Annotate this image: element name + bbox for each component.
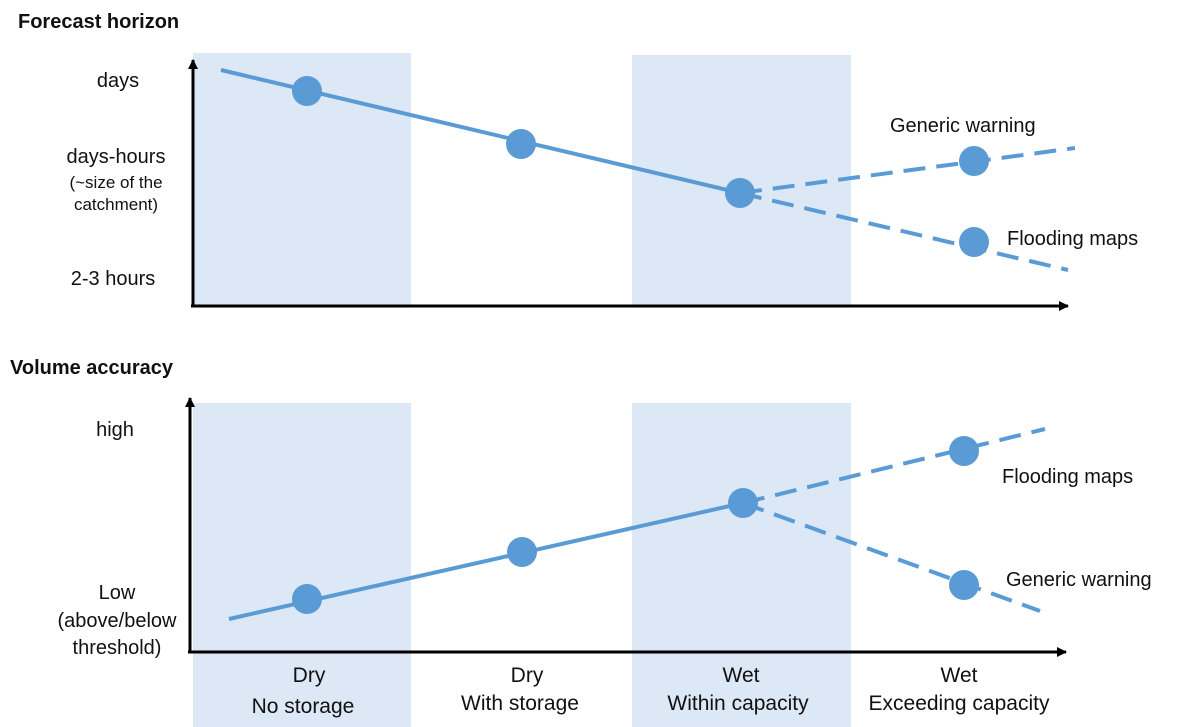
y-level-low-note: threshold)	[73, 637, 162, 659]
point-dry-with-storage	[507, 537, 537, 567]
branch-line-generic-warning	[742, 501, 1041, 613]
panel-title: Volume accuracy	[10, 357, 174, 379]
y-level-days-hours-note: catchment)	[74, 195, 158, 214]
category-sublabel: Within capacity	[667, 692, 809, 715]
point-generic-warning	[959, 146, 989, 176]
category-sublabel: Exceeding capacity	[869, 692, 1050, 715]
branch-line-flooding-maps	[742, 427, 1046, 505]
branch-line-flooding-maps	[739, 191, 1069, 272]
band-dry-no-storage	[193, 403, 411, 727]
point-flooding-maps	[949, 436, 979, 466]
y-level-days: days	[97, 70, 139, 92]
y-level-days-hours-note: (~size of the	[69, 173, 162, 192]
branch-label-generic-warning: Generic warning	[890, 115, 1036, 137]
y-level-2-3-hours: 2-3 hours	[71, 268, 156, 290]
band-wet-within-capacity	[632, 403, 851, 727]
y-level-low: Low	[99, 582, 136, 604]
category-label: Wet	[723, 664, 760, 687]
point-flooding-maps	[959, 227, 989, 257]
point-wet-within-capacity	[728, 488, 758, 518]
point-dry-with-storage	[506, 129, 536, 159]
category-sublabel: With storage	[461, 692, 579, 715]
point-wet-within-capacity	[725, 178, 755, 208]
y-level-low-note: (above/below	[58, 610, 178, 632]
point-dry-no-storage	[292, 584, 322, 614]
panel-forecast-horizon: Forecast horizon days days-hours (~size …	[18, 11, 1138, 311]
panel-title: Forecast horizon	[18, 11, 179, 33]
branch-label-flooding-maps: Flooding maps	[1002, 466, 1133, 488]
category-label: Dry	[511, 664, 544, 687]
category-label: Wet	[941, 664, 978, 687]
category-sublabel: No storage	[252, 695, 355, 718]
y-level-days-hours: days-hours	[67, 146, 166, 168]
panel-volume-accuracy: Volume accuracy high Low (above/below th…	[10, 357, 1152, 727]
category-label: Dry	[293, 664, 326, 687]
point-generic-warning	[949, 570, 979, 600]
y-level-high: high	[96, 419, 134, 441]
branch-label-flooding-maps: Flooding maps	[1007, 228, 1138, 250]
branch-line-generic-warning	[739, 146, 1076, 195]
branch-label-generic-warning: Generic warning	[1006, 569, 1152, 591]
point-dry-no-storage	[292, 76, 322, 106]
